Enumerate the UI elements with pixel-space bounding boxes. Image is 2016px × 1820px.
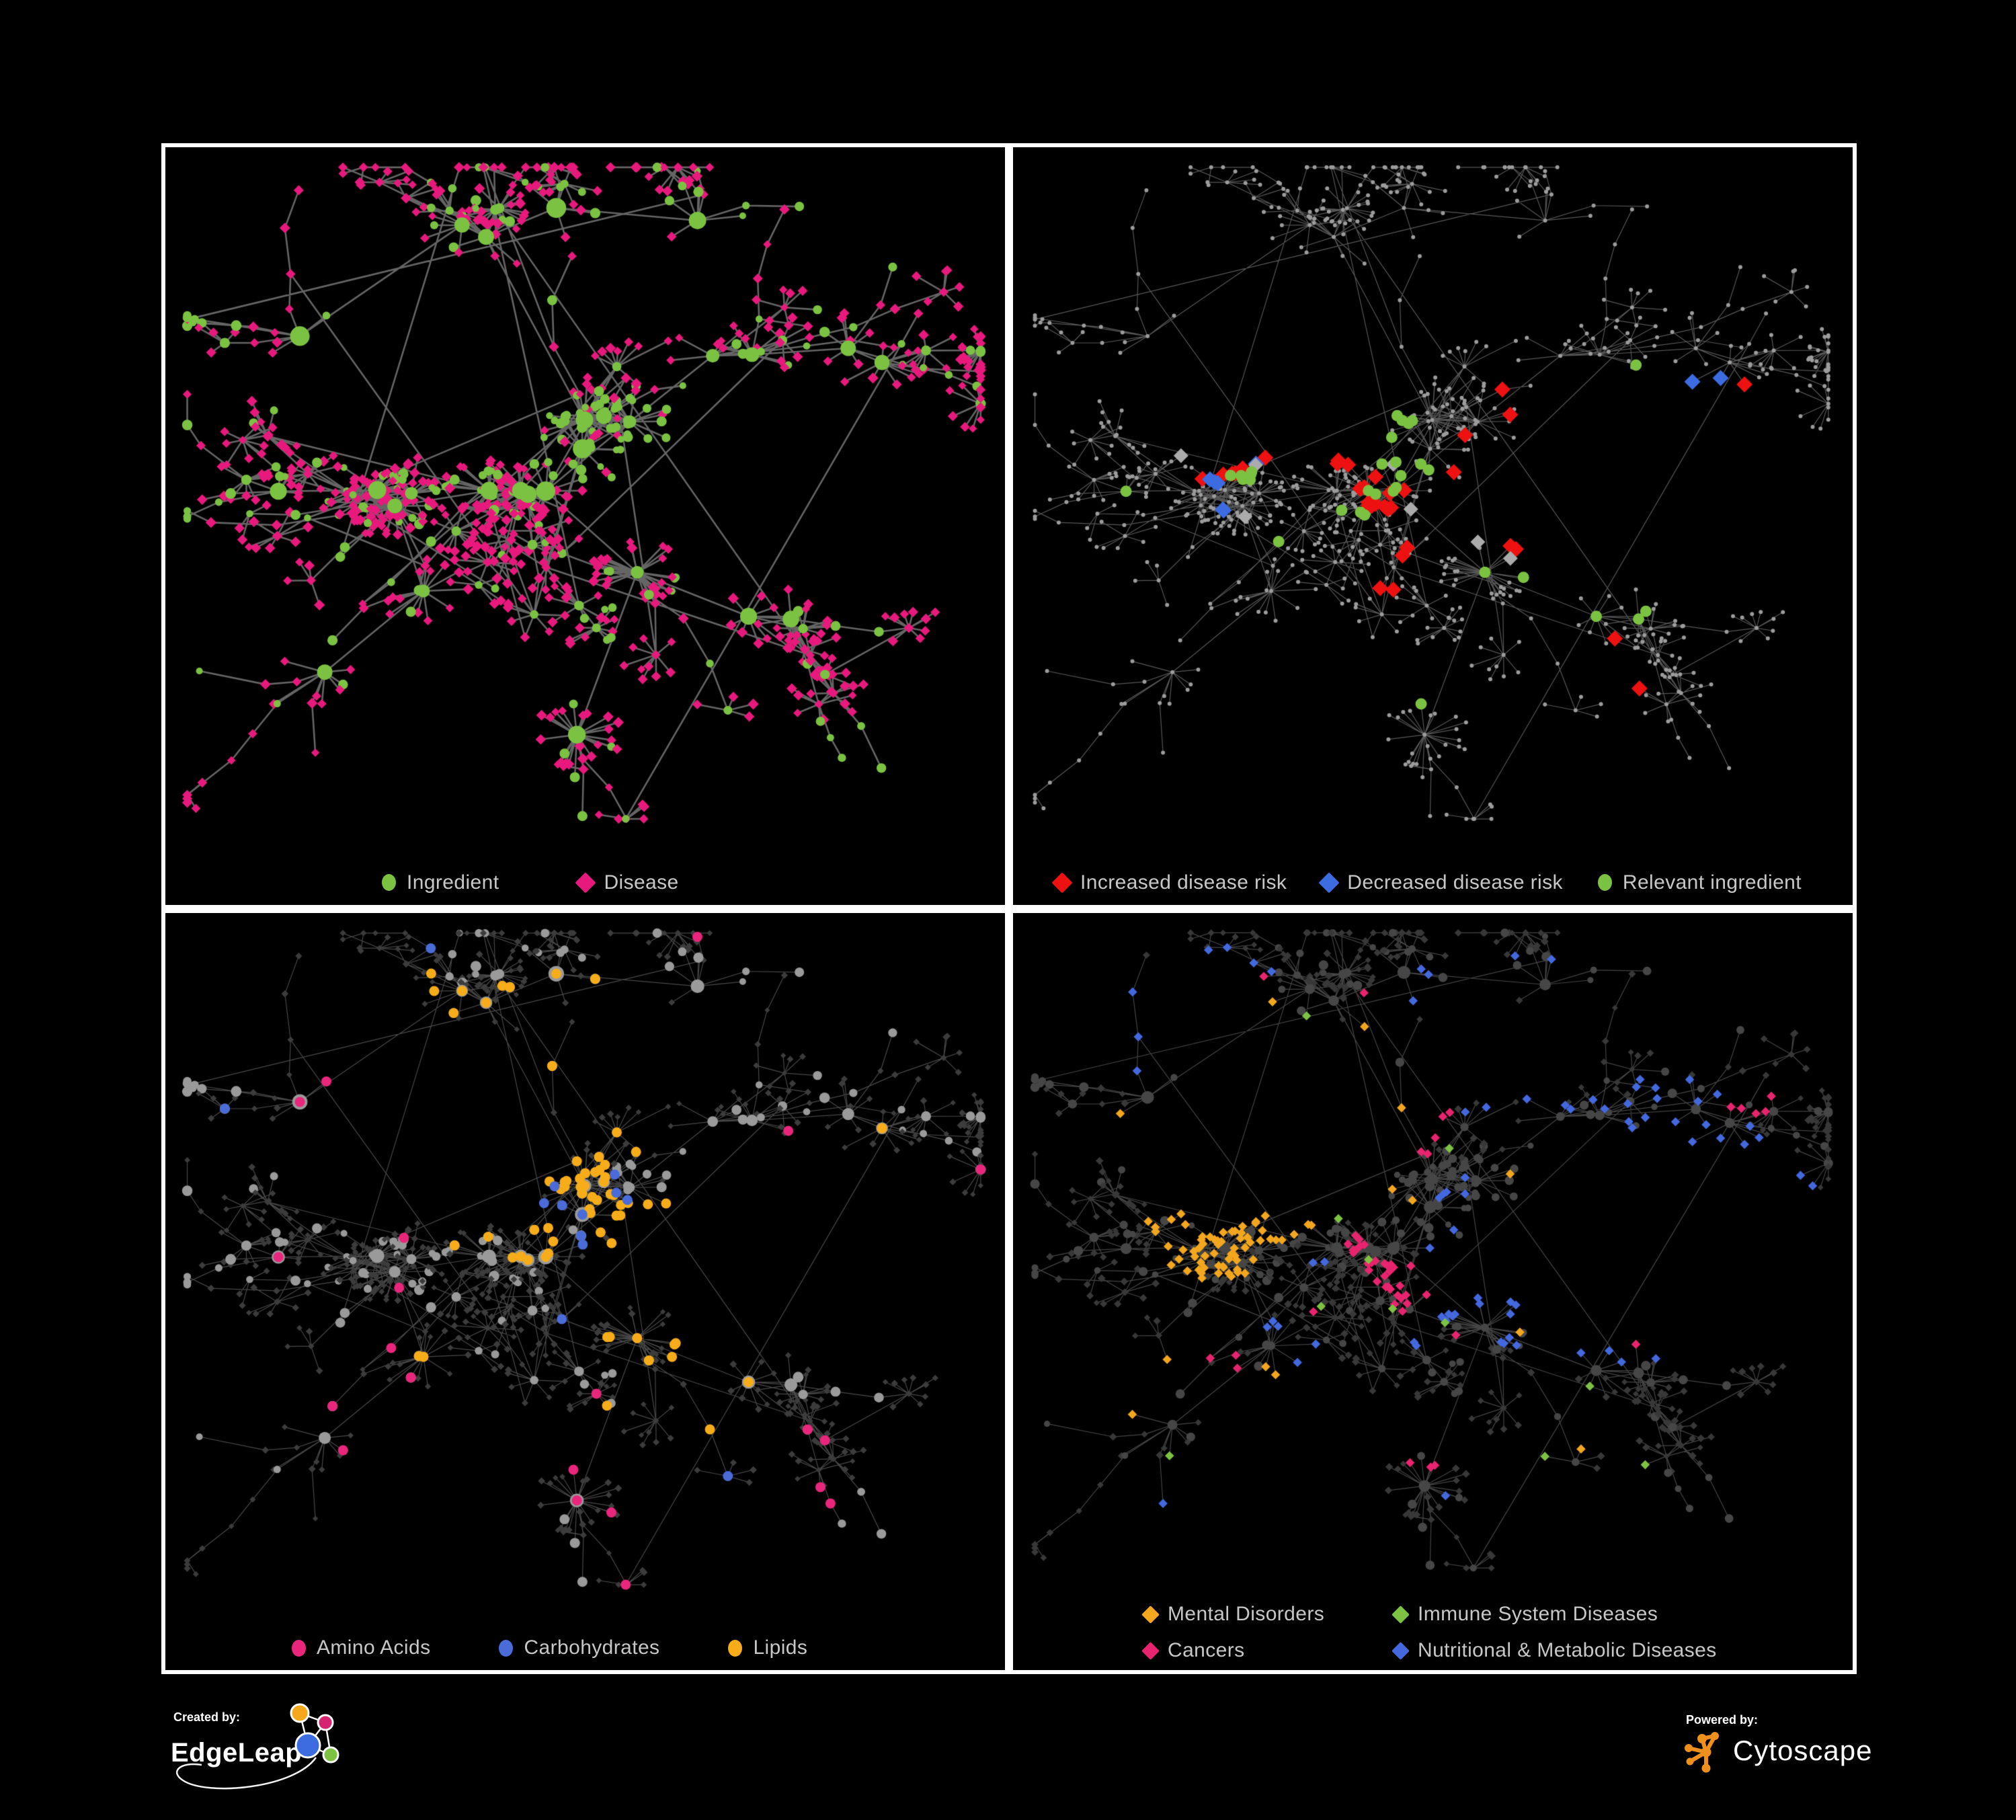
legend-item-relevant-ingredient: Relevant ingredient xyxy=(1597,871,1802,894)
diamond-marker-icon xyxy=(575,871,596,894)
edgeleap-node-green xyxy=(322,1746,339,1764)
edgeleap-node-pink xyxy=(317,1714,334,1731)
created-by-label: Created by: xyxy=(173,1710,240,1724)
legend-disease-categories: Mental Disorders Immune System Diseases Ca… xyxy=(1141,1603,1717,1662)
circle-marker-icon xyxy=(382,874,396,891)
edgeleap-node-blue xyxy=(294,1732,321,1759)
edgeleap-node-orange xyxy=(290,1703,310,1723)
legend-item-lipids: Lipids xyxy=(728,1636,807,1659)
edgeleap-swoosh xyxy=(176,1757,317,1790)
panel-ingredient-disease-network: Ingredient Disease xyxy=(161,143,1009,909)
legend-item-decreased-disease-risk: Decreased disease risk xyxy=(1318,871,1563,894)
legend-item-mental-disorders: Mental Disorders xyxy=(1141,1603,1394,1626)
cytoscape-icon xyxy=(1685,1732,1719,1773)
legend-item-disease: Disease xyxy=(575,871,679,894)
diamond-marker-icon xyxy=(1392,1605,1410,1624)
legend-ingredient-disease: Ingredient Disease xyxy=(165,871,1005,894)
disease-category-network-canvas xyxy=(1013,912,1853,1671)
legend-item-carbohydrates: Carbohydrates xyxy=(499,1636,659,1659)
legend-item-immune-system-diseases: Immune System Diseases xyxy=(1392,1603,1717,1626)
legend-label: Lipids xyxy=(753,1636,808,1659)
circle-marker-icon xyxy=(292,1639,306,1657)
legend-label: Nutritional & Metabolic Diseases xyxy=(1418,1639,1717,1661)
legend-label: Carbohydrates xyxy=(524,1636,660,1659)
legend-item-amino-acids: Amino Acids xyxy=(292,1636,430,1659)
legend-label: Mental Disorders xyxy=(1168,1603,1325,1625)
legend-item-ingredient: Ingredient xyxy=(382,871,499,894)
disease-risk-network-canvas xyxy=(1013,147,1853,905)
circle-marker-icon xyxy=(1597,874,1612,891)
legend-nutrient-classes: Amino Acids Carbohydrates Lipids xyxy=(165,1636,1005,1659)
diamond-marker-icon xyxy=(1141,1605,1160,1624)
legend-label: Amino Acids xyxy=(317,1636,431,1659)
legend-label: Relevant ingredient xyxy=(1622,871,1802,894)
legend-label: Decreased disease risk xyxy=(1347,871,1563,894)
cytoscape-wordmark: Cytoscape xyxy=(1733,1735,1872,1766)
diamond-marker-icon xyxy=(1318,871,1340,894)
powered-by-label: Powered by: xyxy=(1686,1713,1758,1727)
legend-label: Ingredient xyxy=(407,871,499,894)
cytoscape-credit: Powered by: Cytoscape xyxy=(1685,1713,1872,1773)
legend-disease-risk: Increased disease risk Decreased disease … xyxy=(1013,871,1853,894)
edgeleap-wordmark: EdgeLeap xyxy=(171,1738,302,1768)
edgeleap-credit: Created by: EdgeLeap xyxy=(171,1703,339,1790)
panel-disease-category-network: Mental Disorders Immune System Diseases Ca… xyxy=(1009,908,1857,1674)
legend-item-nutritional-metabolic-diseases: Nutritional & Metabolic Diseases xyxy=(1392,1639,1717,1662)
legend-label: Disease xyxy=(604,871,679,894)
diamond-marker-icon xyxy=(1141,1641,1160,1660)
legend-label: Immune System Diseases xyxy=(1418,1603,1658,1625)
figure-grid: Ingredient Disease Increased disease risk… xyxy=(161,143,1857,1674)
diamond-marker-icon xyxy=(1392,1641,1410,1660)
edgeleap-network-icon xyxy=(176,1703,339,1790)
legend-label: Cancers xyxy=(1168,1639,1245,1661)
legend-label: Increased disease risk xyxy=(1080,871,1287,894)
ingredient-disease-network-canvas xyxy=(165,147,1005,905)
legend-item-increased-disease-risk: Increased disease risk xyxy=(1051,871,1287,894)
legend-item-cancers: Cancers xyxy=(1141,1639,1394,1662)
panel-nutrient-class-network: Amino Acids Carbohydrates Lipids xyxy=(161,908,1009,1674)
nutrient-class-network-canvas xyxy=(165,912,1005,1671)
circle-marker-icon xyxy=(728,1639,743,1657)
circle-marker-icon xyxy=(499,1639,514,1657)
panel-disease-risk-network: Increased disease risk Decreased disease … xyxy=(1009,143,1857,909)
diamond-marker-icon xyxy=(1051,871,1073,894)
